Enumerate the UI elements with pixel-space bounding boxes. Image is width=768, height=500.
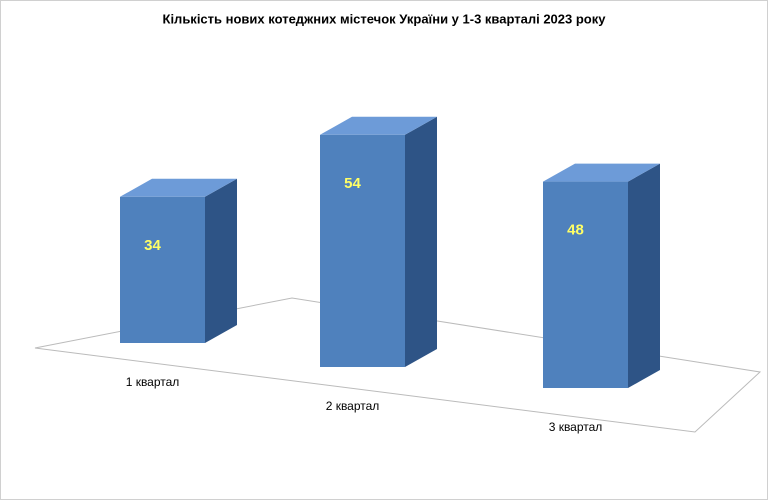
x-tick-label: 1 квартал — [126, 375, 180, 389]
data-label: 34 — [144, 237, 161, 254]
data-label: 54 — [344, 175, 361, 192]
bar — [543, 181, 628, 388]
bar-top — [320, 116, 437, 135]
x-tick-label: 3 квартал — [549, 420, 603, 434]
bar-side — [405, 116, 437, 367]
chart-title: Кількість нових котеджних містечок Украї… — [163, 11, 607, 26]
bar — [320, 134, 405, 367]
x-tick-label: 2 квартал — [326, 399, 380, 413]
bar-top — [543, 163, 660, 182]
bar-top — [120, 178, 237, 197]
bar — [120, 196, 205, 343]
bar-side — [205, 178, 237, 343]
data-label: 48 — [567, 222, 584, 239]
bar-side — [628, 163, 660, 388]
